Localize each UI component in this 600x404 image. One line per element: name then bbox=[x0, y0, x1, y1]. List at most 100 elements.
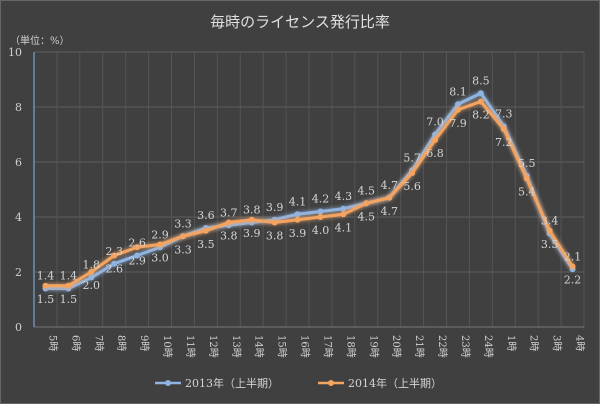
x-tick-label: 9時 bbox=[138, 335, 150, 351]
x-tick-label: 18時 bbox=[344, 335, 356, 358]
data-label: 5.4 bbox=[518, 186, 536, 199]
x-tick-label: 8時 bbox=[115, 335, 127, 351]
x-tick-label: 15時 bbox=[276, 335, 288, 358]
data-point bbox=[248, 216, 255, 223]
data-point bbox=[477, 98, 484, 105]
data-label: 4.5 bbox=[358, 210, 376, 223]
data-point bbox=[157, 241, 164, 248]
data-point bbox=[340, 205, 347, 212]
legend-label: 2014年（上半期） bbox=[348, 376, 442, 390]
x-tick-label: 7時 bbox=[92, 335, 104, 351]
data-label: 2.1 bbox=[564, 250, 582, 263]
data-point bbox=[477, 90, 484, 97]
data-label: 3.5 bbox=[197, 238, 215, 251]
x-tick-label: 1時 bbox=[505, 335, 517, 351]
data-point bbox=[409, 170, 416, 176]
data-label: 3.9 bbox=[243, 227, 261, 240]
data-point bbox=[134, 252, 141, 259]
data-point bbox=[317, 208, 324, 215]
x-tick-label: 12時 bbox=[207, 335, 219, 358]
data-label: 1.4 bbox=[37, 270, 55, 283]
x-tick-label: 16時 bbox=[299, 335, 311, 358]
data-label: 3.8 bbox=[220, 230, 238, 243]
data-point bbox=[271, 219, 278, 226]
data-label: 4.0 bbox=[312, 224, 330, 237]
series-line-1 bbox=[45, 99, 574, 288]
y-tick-label: 0 bbox=[15, 321, 22, 334]
y-tick-label: 2 bbox=[15, 266, 22, 279]
data-label: 3.8 bbox=[243, 204, 261, 217]
y-tick-label: 6 bbox=[15, 156, 22, 169]
data-label: 3.7 bbox=[220, 206, 238, 219]
data-label: 8.5 bbox=[472, 74, 490, 87]
x-tick-label: 10時 bbox=[161, 335, 173, 358]
x-tick-label: 19時 bbox=[367, 335, 379, 358]
data-label: 4.7 bbox=[380, 205, 398, 218]
series-line-0 bbox=[45, 91, 574, 290]
legend-marker bbox=[328, 380, 334, 386]
data-point bbox=[386, 194, 393, 201]
x-tick-label: 14時 bbox=[253, 335, 265, 358]
data-point bbox=[202, 227, 209, 234]
data-label: 3.0 bbox=[151, 252, 169, 265]
data-label: 4.2 bbox=[312, 193, 330, 206]
data-label: 4.7 bbox=[380, 179, 398, 192]
data-point bbox=[317, 214, 324, 220]
x-tick-label: 24時 bbox=[482, 335, 494, 358]
legend-marker bbox=[165, 380, 171, 386]
data-point bbox=[134, 244, 141, 251]
data-point bbox=[363, 200, 370, 207]
data-label: 7.0 bbox=[426, 116, 444, 129]
unit-label: （単位：%） bbox=[10, 34, 70, 47]
y-tick-label: 4 bbox=[15, 211, 22, 224]
data-label: 3.3 bbox=[174, 217, 192, 230]
data-point bbox=[88, 274, 95, 281]
data-point bbox=[294, 216, 301, 223]
data-label: 7.3 bbox=[495, 107, 513, 120]
data-label: 2.3 bbox=[105, 245, 123, 258]
data-label: 3.9 bbox=[289, 227, 307, 240]
data-label: 5.5 bbox=[518, 157, 536, 170]
data-label: 3.8 bbox=[266, 230, 284, 243]
data-label: 2.9 bbox=[151, 228, 169, 241]
data-point bbox=[88, 269, 95, 275]
data-label: 3.6 bbox=[197, 209, 215, 222]
data-label: 4.3 bbox=[335, 190, 353, 203]
chart-title: 毎時のライセンス発行比率 bbox=[210, 13, 390, 31]
data-label: 2.0 bbox=[83, 279, 101, 292]
data-point bbox=[111, 260, 118, 267]
x-tick-label: 13時 bbox=[230, 335, 242, 358]
data-label: 1.5 bbox=[60, 293, 78, 306]
data-label: 2.9 bbox=[128, 254, 146, 267]
data-point bbox=[294, 211, 301, 218]
x-tick-label: 5時 bbox=[46, 335, 58, 351]
data-label: 4.1 bbox=[335, 221, 353, 234]
data-point bbox=[432, 137, 439, 143]
data-point bbox=[454, 101, 461, 108]
data-label: 5.7 bbox=[403, 151, 421, 164]
x-tick-label: 6時 bbox=[69, 335, 81, 351]
data-point bbox=[111, 252, 118, 259]
x-tick-label: 22時 bbox=[436, 335, 448, 358]
x-tick-label: 20時 bbox=[390, 335, 402, 358]
data-point bbox=[454, 106, 461, 113]
data-label: 3.3 bbox=[174, 243, 192, 256]
legend-label: 2013年（上半期） bbox=[185, 376, 279, 390]
data-point bbox=[225, 219, 232, 226]
x-tick-label: 3時 bbox=[551, 335, 563, 351]
data-label: 1.5 bbox=[37, 293, 55, 306]
data-point bbox=[569, 263, 576, 270]
data-point bbox=[42, 282, 49, 289]
data-label: 1.8 bbox=[83, 259, 101, 272]
x-tick-label: 2時 bbox=[528, 335, 540, 351]
data-label: 7.9 bbox=[449, 117, 467, 130]
data-label: 3.9 bbox=[266, 201, 284, 214]
data-label: 5.6 bbox=[403, 180, 421, 193]
data-label: 7.2 bbox=[495, 136, 513, 149]
data-label: 1.4 bbox=[60, 270, 78, 283]
x-tick-label: 17時 bbox=[321, 335, 333, 358]
y-tick-label: 10 bbox=[8, 46, 22, 59]
x-tick-label: 11時 bbox=[184, 335, 196, 358]
